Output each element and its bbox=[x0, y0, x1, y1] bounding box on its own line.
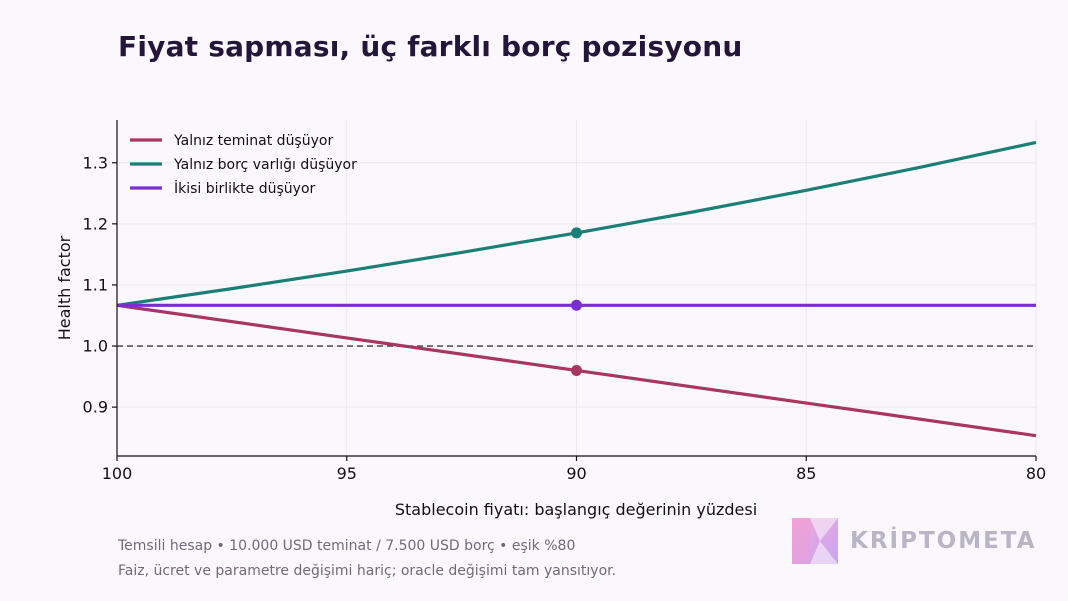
series-markers bbox=[571, 227, 582, 376]
data-point-marker-1 bbox=[571, 364, 582, 376]
chart-title: Fiyat sapması, üç farklı borç pozisyonu bbox=[118, 30, 743, 63]
legend-label-1: Yalnız teminat düşüyor bbox=[173, 133, 333, 149]
axes: 100 95 90 85 80 0.9 1.0 1.1 1.2 1.3 bbox=[83, 120, 1046, 483]
data-point-marker-2 bbox=[571, 227, 582, 239]
brand-logo: KRİPTOMETA bbox=[792, 518, 1037, 564]
brand-name: KRİPTOMETA bbox=[850, 528, 1037, 554]
x-tick-label: 85 bbox=[796, 464, 816, 483]
legend: Yalnız teminat düşüyor Yalnız borç varlığ… bbox=[130, 133, 357, 197]
y-tick-label: 1.1 bbox=[83, 275, 108, 294]
y-axis-label: Health factor bbox=[55, 235, 74, 340]
y-tick-label: 1.3 bbox=[83, 153, 108, 172]
y-tick-label: 0.9 bbox=[83, 398, 108, 417]
kriptometa-logo-icon bbox=[792, 518, 838, 564]
x-tick-label: 100 bbox=[102, 464, 133, 483]
x-tick-label: 90 bbox=[566, 464, 586, 483]
legend-label-3: İkisi birlikte düşüyor bbox=[174, 179, 316, 197]
x-tick-label: 80 bbox=[1026, 464, 1046, 483]
footnote-line-2: Faiz, ücret ve parametre değişimi hariç;… bbox=[118, 563, 617, 579]
y-tick-label: 1.0 bbox=[83, 337, 108, 356]
y-tick-label: 1.2 bbox=[83, 214, 108, 233]
x-axis-label: Stablecoin fiyatı: başlangıç değerinin y… bbox=[395, 500, 757, 519]
x-tick-label: 95 bbox=[337, 464, 357, 483]
legend-label-2: Yalnız borç varlığı düşüyor bbox=[173, 157, 357, 173]
data-point-marker-3 bbox=[571, 299, 582, 311]
footnote-line-1: Temsili hesap • 10.000 USD teminat / 7.5… bbox=[118, 538, 576, 554]
